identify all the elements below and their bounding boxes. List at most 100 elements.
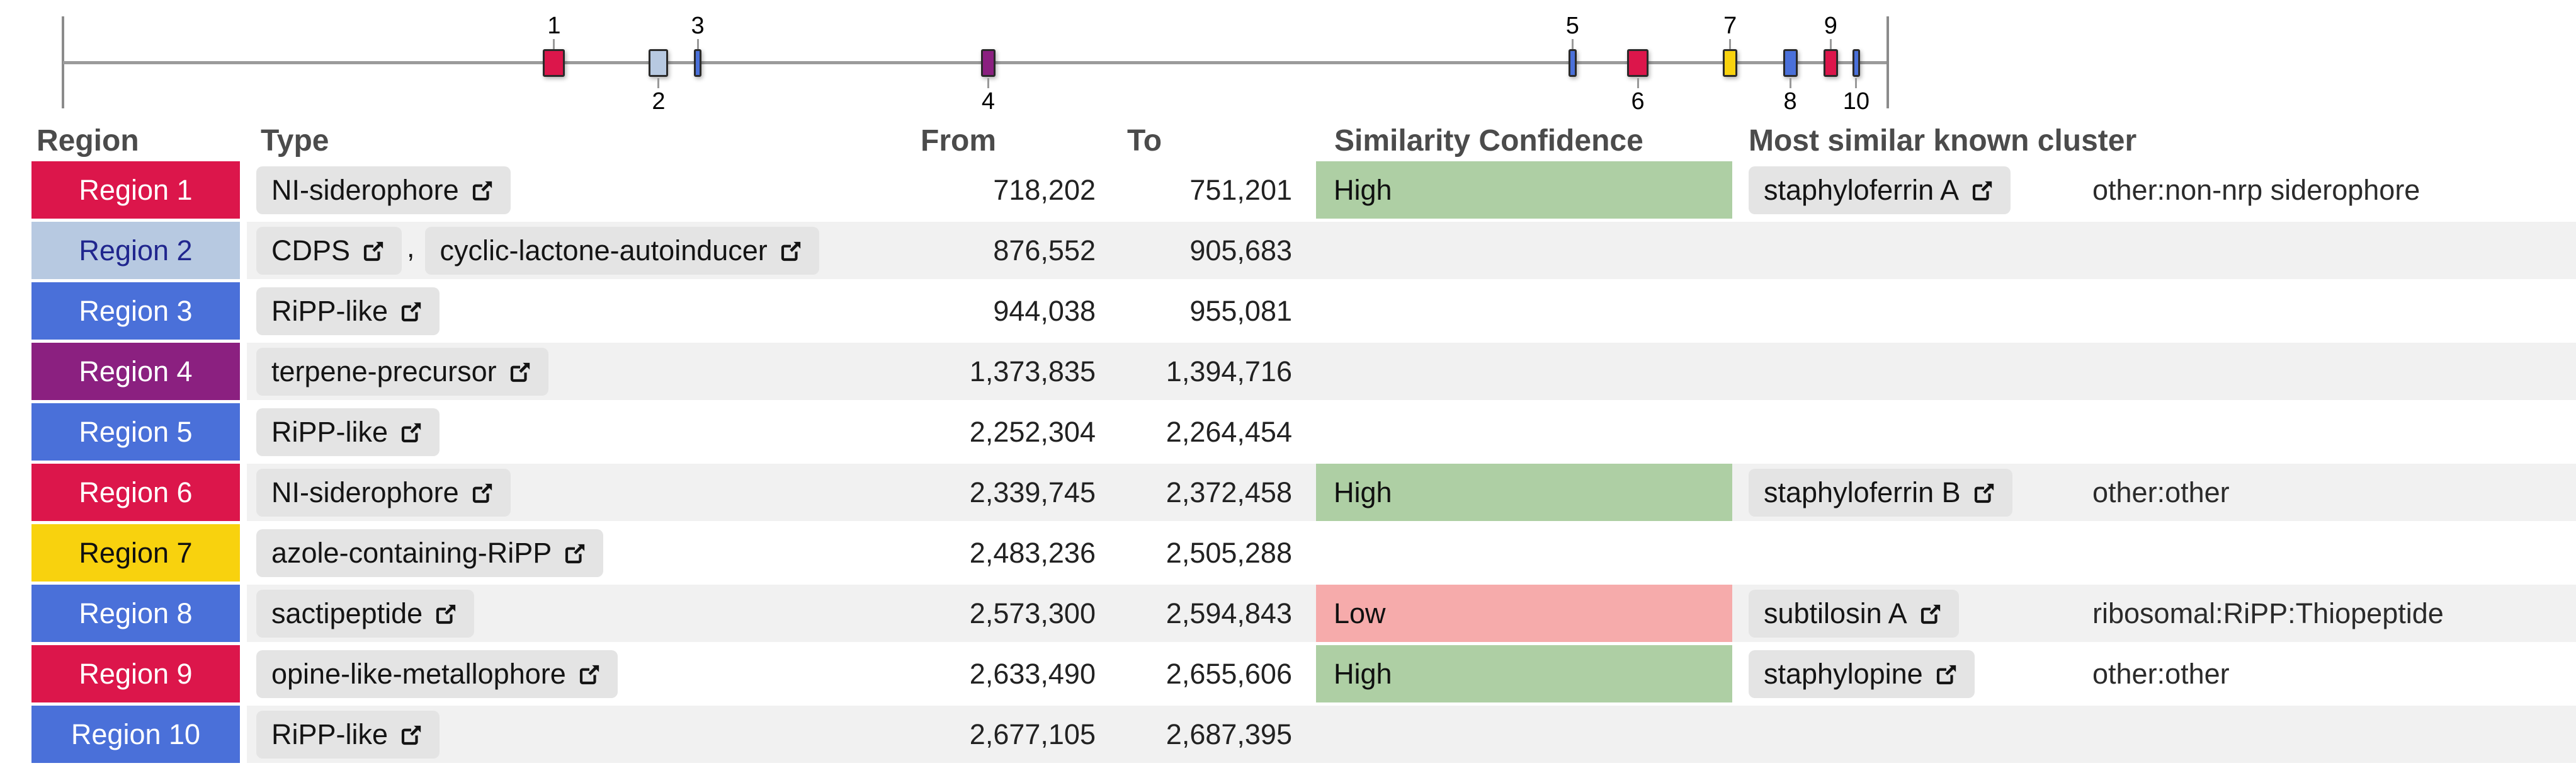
ruler-marker-region-10[interactable]	[1852, 49, 1860, 77]
region-to-value: 905,683	[1189, 234, 1292, 267]
region-type-label: opine-like-metallophore	[271, 657, 566, 690]
known-cluster-label: staphyloferrin B	[1764, 476, 1961, 508]
known-cluster-category: other:non-nrp siderophore	[2092, 173, 2420, 206]
region-badge-1[interactable]: Region 1	[31, 161, 240, 219]
region-type-link[interactable]: opine-like-metallophore	[256, 650, 618, 698]
region-type-link[interactable]: terpene-precursor	[256, 347, 548, 396]
external-link-icon	[470, 178, 496, 203]
ruler-marker-region-3[interactable]	[694, 49, 702, 77]
ruler-marker-number: 6	[1631, 88, 1645, 115]
region-badge-6[interactable]: Region 6	[31, 464, 240, 521]
external-link-icon	[577, 662, 603, 687]
region-type-cell: RiPP-like	[256, 282, 440, 340]
external-link-icon	[434, 601, 459, 626]
region-row: Region 8 sactipeptide 2,573,300 2,594,843 Lo…	[0, 585, 2576, 642]
region-badge-5[interactable]: Region 5	[31, 403, 240, 461]
ruler-marker-region-2[interactable]	[649, 49, 669, 77]
known-cluster-link[interactable]: staphyloferrin B	[1749, 468, 2012, 517]
genome-overview-ruler: 1 2 3 4 5 6 7 8 9 10	[0, 0, 2576, 123]
external-link-icon	[563, 541, 588, 566]
ruler-marker-region-4[interactable]	[981, 49, 996, 77]
external-link-icon	[779, 238, 804, 263]
ruler-marker-connector	[553, 39, 555, 49]
region-type-label: RiPP-like	[271, 718, 389, 750]
region-type-link[interactable]: RiPP-like	[256, 287, 440, 335]
most-similar-cluster-cell: staphylopine	[1749, 645, 1975, 702]
ruler-marker-region-9[interactable]	[1823, 49, 1839, 77]
ruler-marker-connector	[1729, 39, 1732, 49]
region-type-label: CDPS	[271, 234, 351, 267]
region-row: Region 10 RiPP-like 2,677,105 2,687,395	[0, 706, 2576, 763]
region-type-link[interactable]: sactipeptide	[256, 589, 475, 638]
known-cluster-label: subtilosin A	[1764, 597, 1907, 629]
external-link-icon	[399, 299, 424, 324]
ruler-baseline	[63, 61, 1888, 64]
external-link-icon	[361, 238, 387, 263]
region-type-link[interactable]: cyclic-lactone-autoinducer	[424, 226, 819, 275]
external-link-icon	[1970, 178, 1995, 203]
ruler-marker-number: 1	[547, 13, 561, 39]
known-cluster-category: other:other	[2092, 657, 2230, 690]
region-type-cell: CDPS, cyclic-lactone-autoinducer	[256, 222, 819, 279]
region-from-value: 876,552	[993, 234, 1096, 267]
region-badge-4[interactable]: Region 4	[31, 343, 240, 400]
region-badge-9[interactable]: Region 9	[31, 645, 240, 702]
region-type-link[interactable]: RiPP-like	[256, 710, 440, 759]
known-cluster-link[interactable]: subtilosin A	[1749, 589, 1959, 638]
region-badge-3[interactable]: Region 3	[31, 282, 240, 340]
region-type-label: NI-siderophore	[271, 476, 459, 508]
known-cluster-link[interactable]: staphylopine	[1749, 650, 1975, 698]
region-badge-7[interactable]: Region 7	[31, 524, 240, 582]
region-type-link[interactable]: CDPS	[256, 226, 402, 275]
ruler-marker-connector	[1571, 39, 1574, 49]
known-cluster-category: other:other	[2092, 476, 2230, 508]
region-type-link[interactable]: azole-containing-RiPP	[256, 529, 604, 577]
known-cluster-category: ribosomal:RiPP:Thiopeptide	[2092, 597, 2444, 629]
region-type-link[interactable]: NI-siderophore	[256, 468, 511, 517]
region-type-label: azole-containing-RiPP	[271, 536, 552, 569]
region-type-label: NI-siderophore	[271, 173, 459, 206]
column-header-from: From	[921, 124, 996, 158]
region-to-value: 2,505,288	[1166, 536, 1292, 569]
region-from-value: 2,677,105	[969, 718, 1096, 750]
region-badge-8[interactable]: Region 8	[31, 585, 240, 642]
ruler-marker-number: 9	[1824, 13, 1837, 39]
region-badge-10[interactable]: Region 10	[31, 706, 240, 763]
region-type-cell: azole-containing-RiPP	[256, 524, 604, 582]
ruler-marker-region-1[interactable]	[543, 49, 565, 77]
ruler-marker-connector	[1829, 39, 1832, 49]
ruler-marker-region-7[interactable]	[1723, 49, 1738, 77]
ruler-marker-connector	[657, 78, 660, 88]
region-type-label: sactipeptide	[271, 597, 423, 629]
ruler-marker-region-8[interactable]	[1783, 49, 1798, 77]
external-link-icon	[1972, 480, 1997, 505]
known-cluster-link[interactable]: staphyloferrin A	[1749, 166, 2011, 214]
region-type-cell: NI-siderophore	[256, 161, 511, 219]
external-link-icon	[470, 480, 496, 505]
region-to-value: 2,372,458	[1166, 476, 1292, 508]
region-row: Region 6 NI-siderophore 2,339,745 2,372,458…	[0, 464, 2576, 521]
region-type-link[interactable]: RiPP-like	[256, 408, 440, 456]
ruler-marker-connector	[1637, 78, 1639, 88]
region-row: Region 3 RiPP-like 944,038 955,081	[0, 282, 2576, 340]
row-stripe	[247, 706, 2576, 763]
region-from-value: 2,633,490	[969, 657, 1096, 690]
ruler-marker-number: 4	[981, 88, 996, 115]
column-header-to: To	[1127, 124, 1162, 158]
external-link-icon	[508, 359, 533, 384]
region-from-value: 2,483,236	[969, 536, 1096, 569]
ruler-marker-number: 2	[652, 88, 666, 115]
external-link-icon	[1934, 662, 1960, 687]
region-type-cell: NI-siderophore	[256, 464, 511, 521]
region-from-value: 1,373,835	[969, 355, 1096, 387]
region-row: Region 2 CDPS, cyclic-lactone-autoinducer 8…	[0, 222, 2576, 279]
region-badge-2[interactable]: Region 2	[31, 222, 240, 279]
ruler-marker-region-6[interactable]	[1626, 49, 1649, 77]
ruler-marker-connector	[1855, 78, 1858, 88]
region-row: Region 7 azole-containing-RiPP 2,483,236 2,…	[0, 524, 2576, 582]
ruler-marker-region-5[interactable]	[1568, 49, 1577, 77]
region-row: Region 9 opine-like-metallophore 2,633,490…	[0, 645, 2576, 702]
region-row: Region 5 RiPP-like 2,252,304 2,264,454	[0, 403, 2576, 461]
region-type-link[interactable]: NI-siderophore	[256, 166, 511, 214]
type-separator: ,	[407, 231, 415, 263]
